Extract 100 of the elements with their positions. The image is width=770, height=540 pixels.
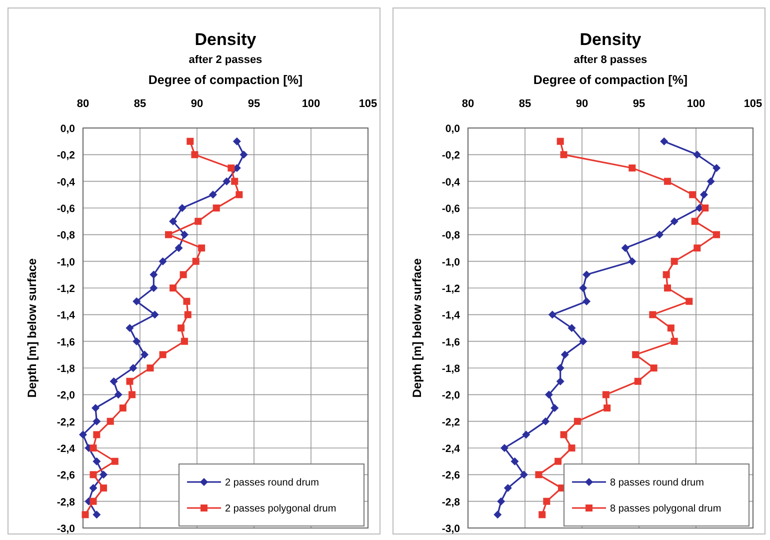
point: [538, 511, 546, 518]
point: [494, 510, 502, 519]
point: [560, 151, 568, 158]
point: [129, 364, 138, 372]
point: [582, 297, 591, 306]
y-axis-title: Depth [m] below surface: [25, 258, 39, 398]
y-tick-label: -1,6: [56, 336, 76, 348]
point: [232, 137, 241, 146]
point: [632, 351, 640, 358]
point: [579, 337, 588, 346]
x-tick-label: 85: [134, 98, 146, 110]
y-tick-label: -3,0: [442, 523, 460, 535]
y-tick-label: -2,4: [56, 443, 76, 455]
y-tick-label: -2,0: [56, 390, 76, 402]
y-tick-label: -3,0: [56, 523, 76, 535]
point: [522, 430, 530, 439]
y-tick-label: -0,6: [442, 203, 460, 215]
point: [560, 431, 568, 438]
point: [100, 470, 108, 479]
point: [90, 471, 97, 478]
point: [228, 164, 235, 172]
x-axis-title: Degree of compaction [%]: [533, 73, 688, 87]
point: [556, 138, 564, 145]
point: [556, 364, 564, 372]
legend-label: 8 passes round drum: [610, 478, 704, 488]
point: [119, 404, 126, 412]
y-tick-label: -1,0: [442, 256, 460, 268]
point: [535, 471, 542, 478]
y-tick-label: -0,8: [56, 230, 76, 242]
point: [90, 498, 97, 505]
point: [621, 244, 630, 252]
point: [170, 284, 177, 292]
point: [604, 404, 611, 412]
y-tick-label: -1,4: [56, 310, 76, 322]
point: [550, 404, 559, 412]
point: [132, 337, 141, 346]
point: [186, 138, 194, 145]
point: [713, 231, 720, 238]
y-tick-label: -0,4: [442, 176, 460, 188]
point: [664, 284, 671, 292]
y-axis-title: Depth [m] below surface: [410, 258, 424, 398]
x-tick-label: 80: [76, 98, 90, 110]
point: [712, 164, 721, 172]
point: [208, 190, 217, 199]
point: [174, 244, 183, 252]
point: [180, 230, 188, 239]
point: [132, 297, 141, 306]
point: [150, 284, 158, 292]
point: [114, 390, 122, 399]
x-tick-label: 80: [462, 98, 474, 110]
point: [184, 311, 192, 318]
point: [180, 338, 188, 345]
point: [548, 310, 556, 319]
point: [544, 390, 553, 399]
point: [82, 511, 89, 518]
point: [542, 417, 550, 426]
x-tick-label: 105: [358, 98, 378, 110]
y-tick-label: -1,2: [56, 283, 76, 295]
legend-label: 2 passes polygonal drum: [225, 504, 336, 514]
point: [700, 190, 708, 199]
y-tick-label: -1,0: [56, 256, 76, 268]
x-tick-label: 85: [518, 98, 532, 110]
point: [222, 177, 231, 186]
y-tick-label: -2,4: [442, 443, 460, 455]
legend-label: 2 passes round drum: [225, 478, 319, 488]
chart-subtitle: after 8 passes: [574, 54, 648, 66]
point: [198, 244, 206, 252]
point: [126, 378, 134, 385]
x-tick-label: 105: [744, 98, 762, 110]
point: [93, 431, 100, 438]
y-tick-label: -2,8: [56, 496, 76, 508]
point: [670, 258, 678, 265]
chart-title: Density: [194, 30, 257, 49]
point: [510, 457, 519, 466]
point: [667, 324, 674, 332]
point: [520, 470, 528, 479]
point: [106, 418, 114, 425]
point: [140, 350, 149, 359]
point: [664, 178, 671, 185]
point: [628, 257, 636, 266]
point: [686, 298, 693, 305]
point: [150, 270, 158, 279]
point: [92, 417, 101, 426]
y-tick-label: -0,4: [56, 176, 76, 188]
y-tick-label: 0,0: [60, 123, 76, 135]
y-tick-label: -1,8: [56, 363, 76, 375]
point: [146, 364, 154, 372]
point: [240, 150, 248, 159]
point: [128, 391, 136, 398]
y-tick-label: -2,6: [442, 470, 460, 482]
point: [192, 258, 200, 265]
point: [554, 458, 562, 465]
y-tick-label: 0,0: [445, 123, 460, 135]
point: [191, 151, 198, 158]
point: [100, 484, 108, 492]
y-tick-label: -2,0: [442, 390, 460, 402]
point: [568, 324, 576, 332]
point: [689, 191, 696, 198]
point: [92, 457, 101, 466]
point: [670, 217, 678, 226]
